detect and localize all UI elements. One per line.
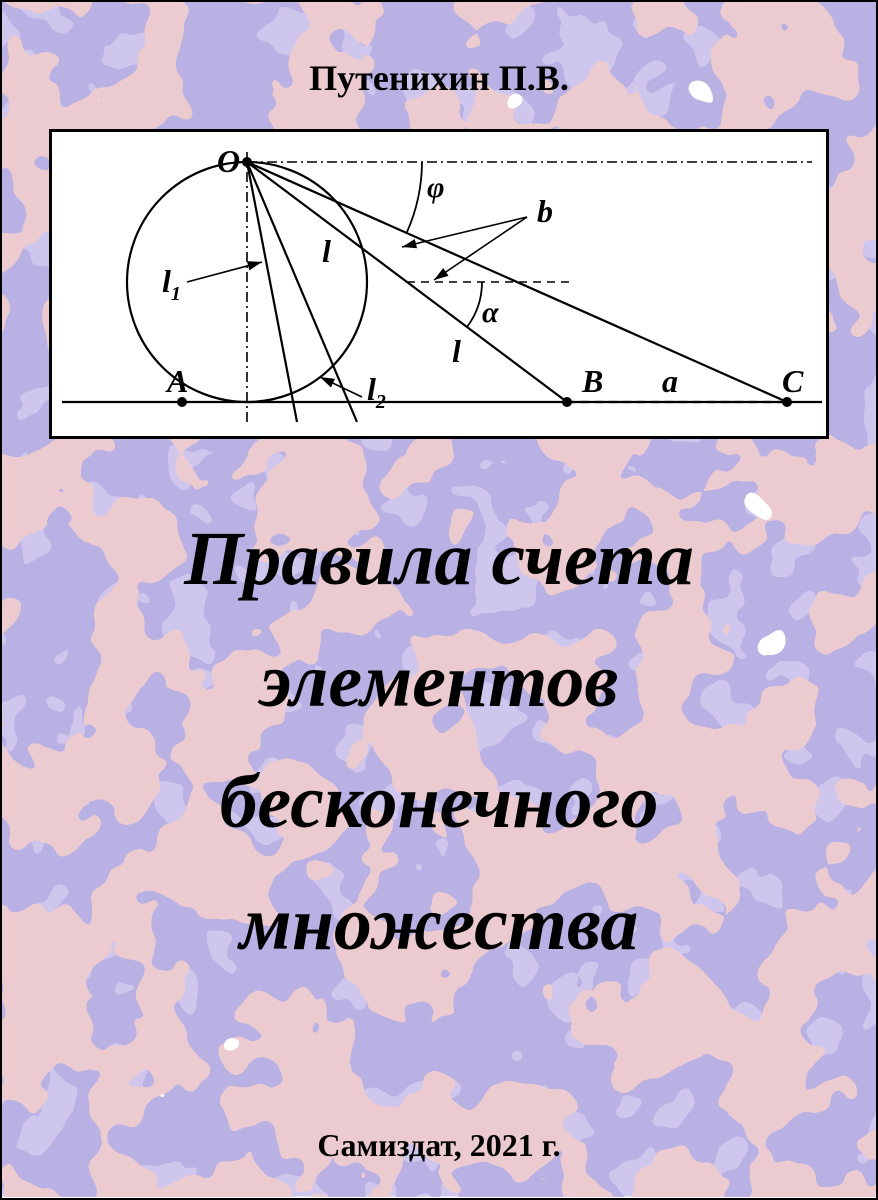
title-line-4: множества	[240, 882, 639, 966]
label-l1: l1	[162, 263, 181, 305]
arc-phi	[407, 162, 422, 232]
geometry-diagram: O A B C φ α b a l l l1 l2	[49, 129, 829, 439]
title-line-2: элементов	[260, 639, 619, 723]
label-a-seg: a	[662, 363, 678, 399]
book-cover: Путенихин П.В.	[0, 0, 878, 1200]
publisher-line: Самиздат, 2021 г.	[317, 1127, 560, 1164]
arrow-b-2	[434, 217, 527, 280]
book-title: Правила счета элементов бесконечного мно…	[29, 499, 849, 985]
point-b	[562, 397, 572, 407]
arrow-b-1	[402, 217, 527, 247]
label-l-lower: l	[452, 333, 461, 369]
line-oc	[247, 162, 787, 402]
label-alpha: α	[482, 296, 499, 329]
point-o	[242, 157, 252, 167]
label-b-point: B	[581, 363, 603, 399]
line-inner-1	[247, 162, 297, 422]
title-line-3: бесконечного	[219, 760, 658, 844]
label-b: b	[537, 193, 553, 229]
arrow-l1	[187, 262, 262, 282]
label-c-point: C	[782, 363, 804, 399]
label-l-upper: l	[322, 233, 331, 269]
label-phi: φ	[427, 171, 445, 204]
author-name: Путенихин П.В.	[309, 57, 569, 99]
label-l2: l2	[367, 371, 386, 413]
title-line-1: Правила счета	[184, 517, 694, 601]
arrow-l2	[320, 377, 362, 397]
label-a-point: A	[165, 363, 188, 399]
arc-alpha	[467, 282, 482, 327]
line-inner-2	[247, 162, 357, 422]
label-o: O	[217, 143, 240, 179]
